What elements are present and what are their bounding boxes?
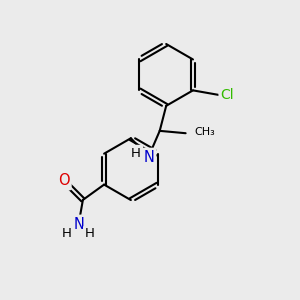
Text: H: H	[85, 227, 95, 241]
Text: N: N	[143, 150, 154, 165]
Text: H: H	[131, 147, 141, 160]
Text: N: N	[73, 217, 84, 232]
Text: Cl: Cl	[220, 88, 234, 102]
Text: O: O	[58, 173, 70, 188]
Text: H: H	[61, 227, 71, 241]
Text: CH₃: CH₃	[194, 127, 215, 137]
